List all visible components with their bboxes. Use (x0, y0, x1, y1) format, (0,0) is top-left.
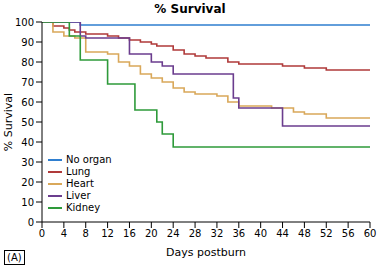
svg-text:0: 0 (39, 228, 45, 239)
svg-text:60: 60 (21, 97, 34, 108)
svg-text:80: 80 (21, 57, 34, 68)
svg-text:40: 40 (21, 137, 34, 148)
svg-text:32: 32 (211, 228, 224, 239)
svg-text:12: 12 (101, 228, 114, 239)
svg-text:52: 52 (320, 228, 333, 239)
svg-text:8: 8 (83, 228, 89, 239)
svg-text:90: 90 (21, 37, 34, 48)
html-text:Kidney: Kidney (66, 202, 101, 213)
svg-text:30: 30 (21, 157, 34, 168)
html-text:Liver: Liver (66, 190, 91, 201)
svg-text:70: 70 (21, 77, 34, 88)
html-text:Lung: Lung (66, 166, 91, 177)
svg-text:40: 40 (254, 228, 267, 239)
svg-text:48: 48 (298, 228, 311, 239)
svg-text:50: 50 (21, 117, 34, 128)
svg-text:56: 56 (342, 228, 355, 239)
svg-text:36: 36 (232, 228, 245, 239)
svg-text:60: 60 (364, 228, 372, 239)
svg-text:44: 44 (276, 228, 289, 239)
svg-text:16: 16 (123, 228, 136, 239)
html-text:No organ: No organ (66, 154, 112, 165)
svg-text:20: 20 (145, 228, 158, 239)
svg-text:20: 20 (21, 177, 34, 188)
html-text:Heart: Heart (66, 178, 94, 189)
svg-text:100: 100 (15, 17, 34, 28)
svg-text:24: 24 (167, 228, 180, 239)
svg-text:28: 28 (189, 228, 202, 239)
html-text:% Survival: % Survival (154, 2, 226, 16)
svg-text:% Survival: % Survival (8, 93, 15, 151)
svg-text:Days postburn: Days postburn (166, 246, 246, 259)
html-text:(A): (A) (7, 252, 22, 263)
svg-text:0: 0 (28, 217, 34, 228)
svg-text:10: 10 (21, 197, 34, 208)
svg-text:4: 4 (61, 228, 67, 239)
